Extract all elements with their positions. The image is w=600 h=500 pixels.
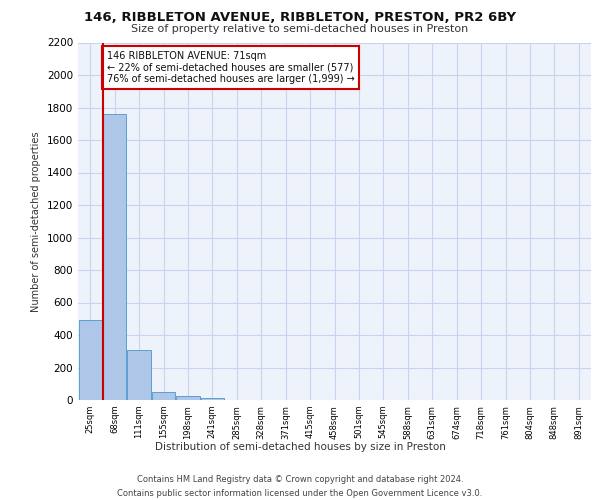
Text: 146 RIBBLETON AVENUE: 71sqm
← 22% of semi-detached houses are smaller (577)
76% : 146 RIBBLETON AVENUE: 71sqm ← 22% of sem…	[107, 50, 355, 84]
Text: 146, RIBBLETON AVENUE, RIBBLETON, PRESTON, PR2 6BY: 146, RIBBLETON AVENUE, RIBBLETON, PRESTO…	[84, 11, 516, 24]
Text: Contains HM Land Registry data © Crown copyright and database right 2024.
Contai: Contains HM Land Registry data © Crown c…	[118, 476, 482, 498]
Y-axis label: Number of semi-detached properties: Number of semi-detached properties	[31, 131, 41, 312]
Bar	[79, 320, 102, 400]
Bar	[152, 392, 175, 400]
Text: Size of property relative to semi-detached houses in Preston: Size of property relative to semi-detach…	[131, 24, 469, 34]
Text: Distribution of semi-detached houses by size in Preston: Distribution of semi-detached houses by …	[155, 442, 445, 452]
Bar	[103, 114, 126, 400]
Bar	[127, 350, 151, 400]
Bar	[201, 398, 224, 400]
Bar	[176, 396, 200, 400]
